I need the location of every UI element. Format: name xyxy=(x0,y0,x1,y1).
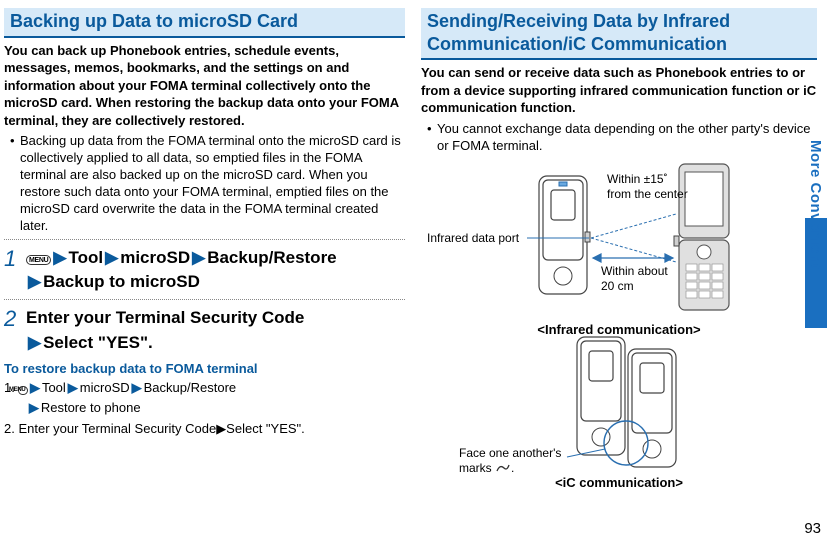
face-2a: marks xyxy=(459,461,495,475)
port-label: Infrared data port xyxy=(427,231,519,246)
right-column: Sending/Receiving Data by Infrared Commu… xyxy=(415,0,827,543)
step1-p4: Backup to microSD xyxy=(43,272,200,291)
page-number: 93 xyxy=(804,520,821,537)
step2-line1: Enter your Terminal Security Code xyxy=(26,308,304,327)
restore-step-2: 2. Enter your Terminal Security Code▶Sel… xyxy=(4,419,405,439)
right-section-header: Sending/Receiving Data by Infrared Commu… xyxy=(421,8,817,60)
arrow-icon: ▶ xyxy=(66,380,80,395)
dist-1: Within about xyxy=(601,264,668,278)
left-column: Backing up Data to microSD Card You can … xyxy=(0,0,415,543)
arrow-icon: ▶ xyxy=(130,380,144,395)
arrow-icon: ▶ xyxy=(51,248,68,267)
step1-p2: microSD xyxy=(120,248,190,267)
menu-key-icon: MENU xyxy=(18,386,27,395)
step-2: 2 Enter your Terminal Security Code ▶Sel… xyxy=(4,306,405,355)
left-intro: You can back up Phonebook entries, sched… xyxy=(4,42,405,130)
face-1: Face one another's xyxy=(459,446,561,460)
dotted-separator xyxy=(4,239,405,240)
right-intro: You can send or receive data such as Pho… xyxy=(421,64,817,117)
face-label: Face one another's marks . xyxy=(459,446,561,476)
felica-mark-icon xyxy=(495,462,511,474)
step1-p1: Tool xyxy=(69,248,104,267)
r1-p3: Backup/Restore xyxy=(144,380,237,395)
arrow-icon: ▶ xyxy=(27,400,41,415)
right-bullet: You cannot exchange data depending on th… xyxy=(421,121,817,155)
restore2-text: 2. Enter your Terminal Security Code▶Sel… xyxy=(4,421,305,436)
step2-line2: Select "YES". xyxy=(43,333,153,352)
restore-subhead: To restore backup data to FOMA terminal xyxy=(4,361,405,376)
step1-p3: Backup/Restore xyxy=(207,248,336,267)
arrow-icon: ▶ xyxy=(103,248,120,267)
r1-p2: microSD xyxy=(80,380,130,395)
dist-label: Within about 20 cm xyxy=(601,264,668,294)
step-1-number: 1 xyxy=(4,246,26,270)
step-2-number: 2 xyxy=(4,306,26,330)
restore-step-1: 1. MENU▶Tool▶microSD▶Backup/Restore ▶Res… xyxy=(4,378,405,417)
step-1-body: MENU▶Tool▶microSD▶Backup/Restore ▶Backup… xyxy=(26,246,405,295)
arrow-icon: ▶ xyxy=(190,248,207,267)
menu-key-icon: MENU xyxy=(26,255,51,265)
side-section-label: More Convenient xyxy=(807,140,824,269)
diagram-area: Within ±15˚ from the center Infrared dat… xyxy=(421,158,817,490)
arrow-icon: ▶ xyxy=(26,333,43,352)
arrow-icon: ▶ xyxy=(26,272,43,291)
angle-2: from the center xyxy=(607,187,688,201)
dist-2: 20 cm xyxy=(601,279,634,293)
r1-p1: Tool xyxy=(42,380,66,395)
face-2b: . xyxy=(511,461,514,475)
arrow-icon: ▶ xyxy=(28,380,42,395)
r1-p4: Restore to phone xyxy=(41,400,141,415)
step-2-body: Enter your Terminal Security Code ▶Selec… xyxy=(26,306,405,355)
step-1: 1 MENU▶Tool▶microSD▶Backup/Restore ▶Back… xyxy=(4,246,405,295)
angle-label: Within ±15˚ from the center xyxy=(607,172,688,202)
left-bullet: Backing up data from the FOMA terminal o… xyxy=(4,133,405,234)
angle-1: Within ±15˚ xyxy=(607,172,668,186)
left-section-header: Backing up Data to microSD Card xyxy=(4,8,405,38)
dotted-separator xyxy=(4,299,405,300)
